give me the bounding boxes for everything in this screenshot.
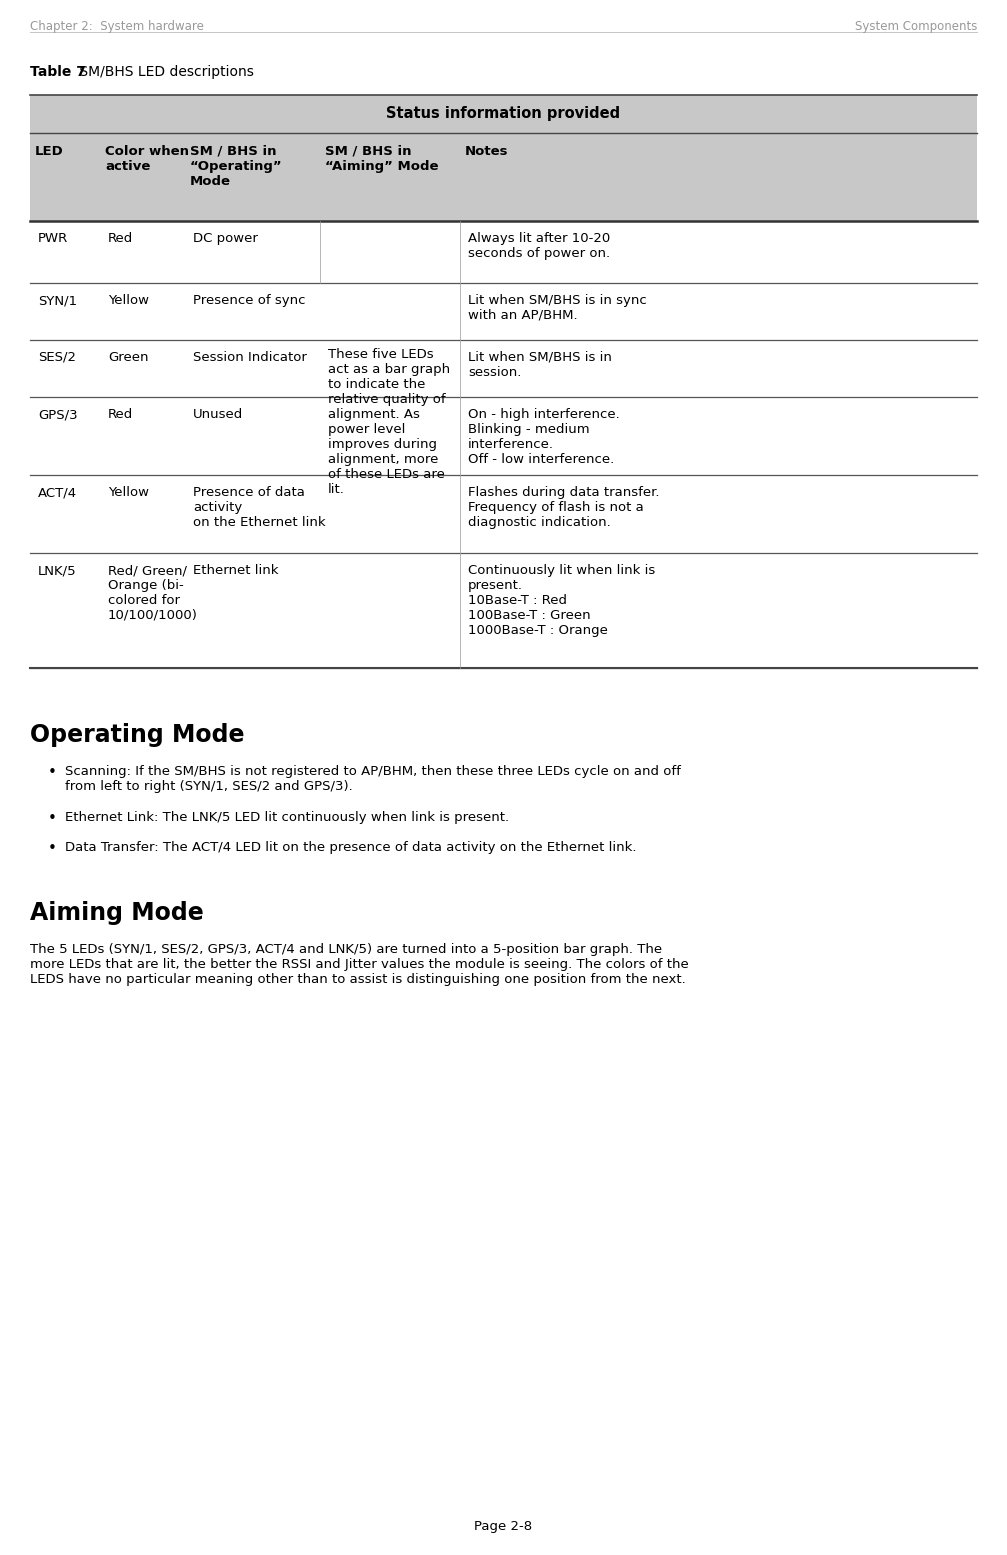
Text: Presence of sync: Presence of sync [193,294,305,306]
Text: ACT/4: ACT/4 [38,487,78,499]
Text: Ethernet link: Ethernet link [193,564,279,577]
Text: SYN/1: SYN/1 [38,294,78,306]
Text: Session Indicator: Session Indicator [193,351,307,364]
Bar [30,95,977,134]
Text: LNK/5: LNK/5 [38,564,77,577]
Text: System Components: System Components [855,20,977,33]
Text: Page 2-8: Page 2-8 [474,1519,533,1533]
Text: Always lit after 10-20
seconds of power on.: Always lit after 10-20 seconds of power … [468,232,610,260]
Text: GPS/3: GPS/3 [38,407,78,421]
Text: SES/2: SES/2 [38,351,76,364]
Text: SM / BHS in
“Aiming” Mode: SM / BHS in “Aiming” Mode [325,145,438,173]
Text: •: • [48,765,56,781]
Text: PWR: PWR [38,232,68,246]
Bar [30,283,977,341]
Text: Red/ Green/
Orange (bi-
colored for
10/100/1000): Red/ Green/ Orange (bi- colored for 10/1… [108,564,197,622]
Bar [30,134,977,221]
Text: SM / BHS in
“Operating”
Mode: SM / BHS in “Operating” Mode [190,145,283,188]
Text: Lit when SM/BHS is in
session.: Lit when SM/BHS is in session. [468,351,612,379]
Bar [30,341,977,397]
Text: LED: LED [35,145,63,159]
Text: Table 7: Table 7 [30,65,86,79]
Text: Yellow: Yellow [108,487,149,499]
Text: Flashes during data transfer.
Frequency of flash is not a
diagnostic indication.: Flashes during data transfer. Frequency … [468,487,660,529]
Bar [30,221,977,283]
Text: The 5 LEDs (SYN/1, SES/2, GPS/3, ACT/4 and LNK/5) are turned into a 5-position b: The 5 LEDs (SYN/1, SES/2, GPS/3, ACT/4 a… [30,942,689,986]
Text: Red: Red [108,407,133,421]
Text: Green: Green [108,351,148,364]
Text: Ethernet Link: The LNK/5 LED lit continuously when link is present.: Ethernet Link: The LNK/5 LED lit continu… [65,812,510,824]
Text: Yellow: Yellow [108,294,149,306]
Text: •: • [48,841,56,855]
Text: Aiming Mode: Aiming Mode [30,900,203,925]
Text: Red: Red [108,232,133,246]
Text: Scanning: If the SM/BHS is not registered to AP/BHM, then these three LEDs cycle: Scanning: If the SM/BHS is not registere… [65,765,681,793]
Text: Unused: Unused [193,407,244,421]
Text: Lit when SM/BHS is in sync
with an AP/BHM.: Lit when SM/BHS is in sync with an AP/BH… [468,294,646,322]
Text: On - high interference.
Blinking - medium
interference.
Off - low interference.: On - high interference. Blinking - mediu… [468,407,619,466]
Text: These five LEDs
act as a bar graph
to indicate the
relative quality of
alignment: These five LEDs act as a bar graph to in… [328,348,450,496]
Text: •: • [48,812,56,826]
Text: Chapter 2:  System hardware: Chapter 2: System hardware [30,20,203,33]
Text: Presence of data
activity
on the Ethernet link: Presence of data activity on the Etherne… [193,487,325,529]
Text: Data Transfer: The ACT/4 LED lit on the presence of data activity on the Etherne: Data Transfer: The ACT/4 LED lit on the … [65,841,636,854]
Bar [30,474,977,554]
Text: Status information provided: Status information provided [387,106,620,121]
Text: Color when
active: Color when active [105,145,189,173]
Text: Operating Mode: Operating Mode [30,723,245,746]
Bar [30,397,977,474]
Text: SM/BHS LED descriptions: SM/BHS LED descriptions [75,65,254,79]
Text: Continuously lit when link is
present.
10Base-T : Red
100Base-T : Green
1000Base: Continuously lit when link is present. 1… [468,564,656,638]
Bar [30,554,977,669]
Text: Notes: Notes [465,145,509,159]
Text: DC power: DC power [193,232,258,246]
